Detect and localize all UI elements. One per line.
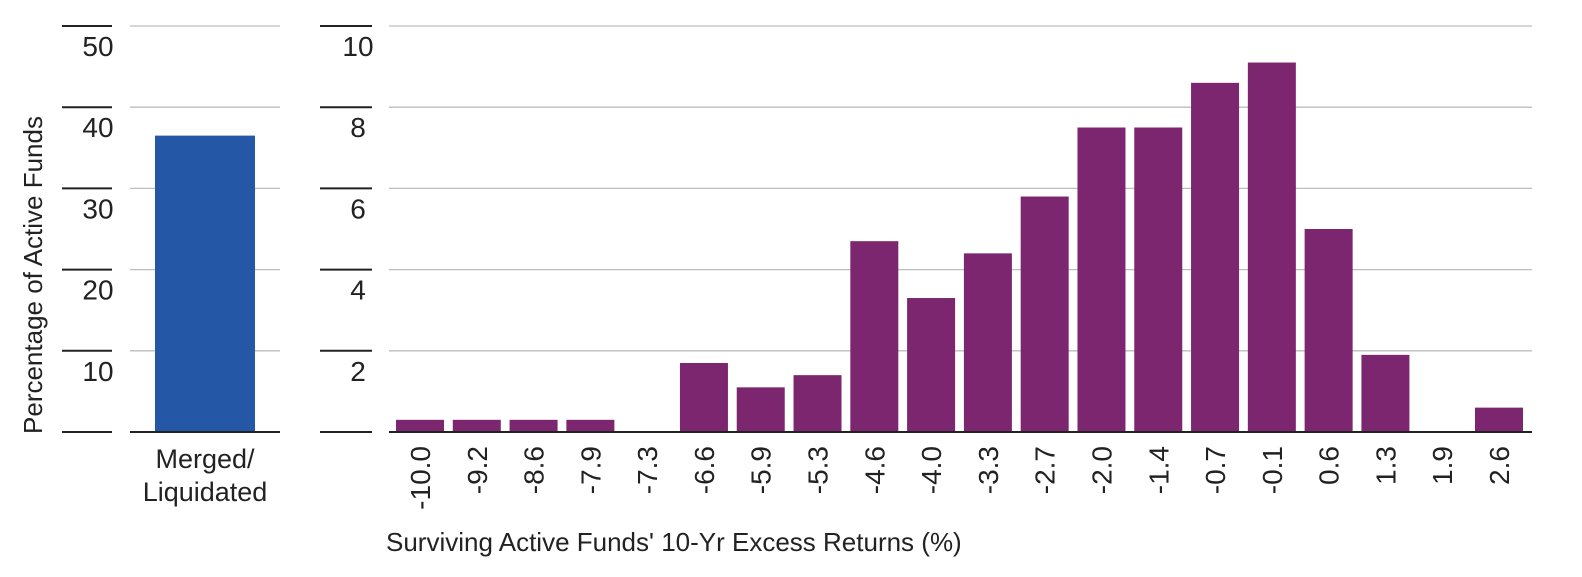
x-tick-label: -3.3 [973,446,1004,494]
x-tick-label: -1.4 [1143,446,1174,494]
x-tick-label: -10.0 [405,446,436,510]
bar [452,419,501,432]
bar [1304,229,1353,432]
y-tick-label: 50 [82,31,113,62]
y-tick-label: 40 [82,112,113,143]
x-tick-label: 0.6 [1314,446,1345,485]
x-tick-label: 1.9 [1427,446,1458,485]
bar [1077,127,1126,432]
y-tick-label: 8 [350,112,366,143]
x-tick-label: 2.6 [1484,446,1515,485]
y-tick-label: 6 [350,193,366,224]
bar [736,387,785,432]
y-tick-label: 10 [82,356,113,387]
x-tick-label: -7.3 [632,446,663,494]
y-tick-label: 20 [82,275,113,306]
bar [566,419,615,432]
x-tick-label: -6.6 [689,446,720,494]
bar [155,135,255,432]
bar [1475,407,1523,432]
x-tick-label: -5.3 [803,446,834,494]
bar [907,298,956,432]
bar [1191,82,1240,432]
bar [850,241,899,432]
bar [1020,196,1069,432]
y-tick-label: 10 [342,31,373,62]
x-tick-label: -4.6 [859,446,890,494]
x-tick-label: Liquidated [143,477,268,507]
bar [679,362,728,432]
x-tick-label: -5.9 [746,446,777,494]
bar [396,419,444,432]
x-tick-label: -8.6 [519,446,550,494]
bar [1361,354,1410,432]
y-axis-label: Percentage of Active Funds [18,116,48,434]
y-tick-label: 30 [82,193,113,224]
x-tick-label: -9.2 [462,446,493,494]
y-tick-label: 4 [350,275,366,306]
x-tick-label: -4.0 [916,446,947,494]
bar [1247,62,1296,432]
y-tick-label: 2 [350,356,366,387]
bar [963,253,1012,432]
bar [793,375,842,432]
x-tick-label: Merged/ [155,444,255,474]
x-tick-label: -0.7 [1200,446,1231,494]
x-tick-label: -0.1 [1257,446,1288,494]
x-axis-label: Surviving Active Funds' 10-Yr Excess Ret… [386,527,962,557]
x-tick-label: -2.0 [1086,446,1117,494]
bar [1134,127,1183,432]
x-tick-label: 1.3 [1370,446,1401,485]
x-tick-label: -7.9 [575,446,606,494]
bar [509,419,558,432]
x-tick-label: -2.7 [1030,446,1061,494]
left-panel: 10 20 30 40 50 Merged/Liquidated [62,25,280,507]
